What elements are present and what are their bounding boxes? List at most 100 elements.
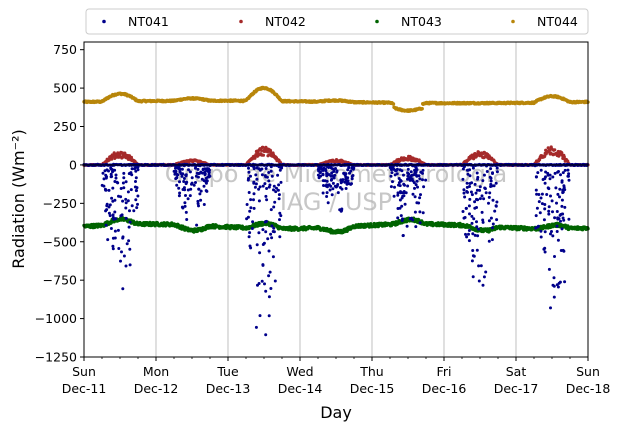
point-nt041 (277, 193, 281, 197)
point-nt041 (539, 196, 543, 200)
point-nt041 (270, 224, 274, 228)
point-nt041 (466, 190, 469, 194)
point-nt041 (488, 191, 492, 195)
point-nt041 (477, 264, 481, 268)
point-nt041 (121, 236, 125, 240)
point-nt041 (556, 285, 560, 289)
grid (155, 42, 517, 357)
point-nt042 (253, 156, 257, 160)
point-nt041 (122, 254, 126, 258)
point-nt041 (560, 180, 564, 184)
point-nt041 (182, 177, 186, 180)
point-nt041 (102, 177, 106, 181)
point-nt041 (491, 198, 495, 202)
point-nt041 (546, 186, 550, 190)
point-nt041 (272, 230, 276, 234)
point-nt041 (350, 166, 354, 170)
point-nt041 (277, 197, 281, 201)
y-tick-label: 750 (53, 42, 77, 57)
point-nt041 (561, 216, 565, 220)
point-nt041 (122, 176, 126, 180)
point-nt041 (344, 187, 348, 190)
point-nt041 (471, 249, 475, 252)
point-nt041 (257, 199, 261, 203)
point-nt041 (477, 279, 481, 283)
point-nt041 (179, 172, 183, 175)
point-nt041 (553, 171, 557, 175)
point-nt041 (489, 216, 493, 220)
point-nt041 (130, 204, 134, 208)
point-nt041 (401, 234, 405, 237)
point-nt041 (270, 174, 274, 178)
point-nt042 (261, 145, 265, 149)
point-nt041 (555, 230, 559, 233)
point-nt041 (120, 250, 123, 254)
point-nt041 (556, 217, 560, 221)
point-nt041 (203, 167, 207, 171)
point-nt041 (184, 210, 188, 214)
point-nt041 (114, 217, 118, 221)
point-nt041 (188, 170, 192, 174)
point-nt041 (132, 209, 136, 213)
point-nt041 (495, 166, 499, 170)
point-nt041 (424, 178, 428, 182)
point-nt041 (535, 192, 539, 196)
x-tick-date: Dec-16 (422, 381, 467, 396)
point-nt041 (111, 199, 115, 203)
point-nt041 (111, 186, 115, 190)
point-nt041 (489, 179, 493, 183)
point-nt041 (473, 206, 477, 210)
point-nt041 (346, 176, 350, 180)
x-tick-day: Thu (359, 364, 383, 379)
point-nt041 (476, 234, 480, 238)
point-nt041 (468, 185, 471, 188)
point-nt041 (128, 171, 132, 175)
point-nt041 (265, 175, 269, 179)
point-nt041 (252, 206, 256, 210)
point-nt041 (393, 185, 396, 189)
point-nt041 (121, 199, 125, 203)
point-nt041 (487, 195, 491, 199)
point-nt041 (410, 216, 413, 220)
point-nt041 (543, 181, 547, 185)
point-nt041 (467, 239, 471, 243)
point-nt041 (182, 180, 186, 183)
point-nt041 (109, 172, 113, 176)
point-nt041 (540, 192, 544, 196)
point-nt041 (125, 242, 129, 246)
point-nt041 (473, 200, 477, 204)
point-nt041 (119, 259, 122, 263)
point-nt041 (276, 173, 280, 177)
point-nt041 (184, 174, 188, 178)
y-tick-label: 250 (53, 119, 77, 134)
point-nt041 (539, 235, 543, 239)
point-nt041 (272, 184, 276, 188)
point-nt041 (273, 200, 277, 204)
point-nt041 (543, 250, 547, 254)
y-tick-label: 500 (53, 81, 77, 96)
point-nt041 (470, 221, 474, 225)
point-nt041 (555, 201, 558, 205)
point-nt041 (276, 188, 280, 192)
point-nt041 (269, 165, 273, 169)
point-nt041 (389, 185, 393, 189)
point-nt041 (468, 212, 471, 216)
y-tick-label: −750 (43, 273, 77, 288)
point-nt041 (197, 187, 201, 191)
point-nt041 (390, 168, 393, 172)
data-points (82, 85, 590, 337)
point-nt041 (474, 191, 478, 195)
point-nt041 (396, 193, 400, 197)
point-nt041 (128, 247, 132, 251)
point-nt041 (476, 177, 479, 181)
legend-label: NT042 (265, 14, 306, 29)
point-nt041 (339, 181, 343, 185)
point-nt041 (264, 167, 268, 170)
x-tick-day: Mon (143, 364, 169, 379)
point-nt041 (269, 287, 273, 290)
point-nt041 (391, 165, 395, 169)
point-nt041 (279, 180, 283, 184)
point-nt041 (535, 206, 539, 210)
point-nt041 (252, 180, 256, 184)
point-nt041 (325, 191, 329, 195)
